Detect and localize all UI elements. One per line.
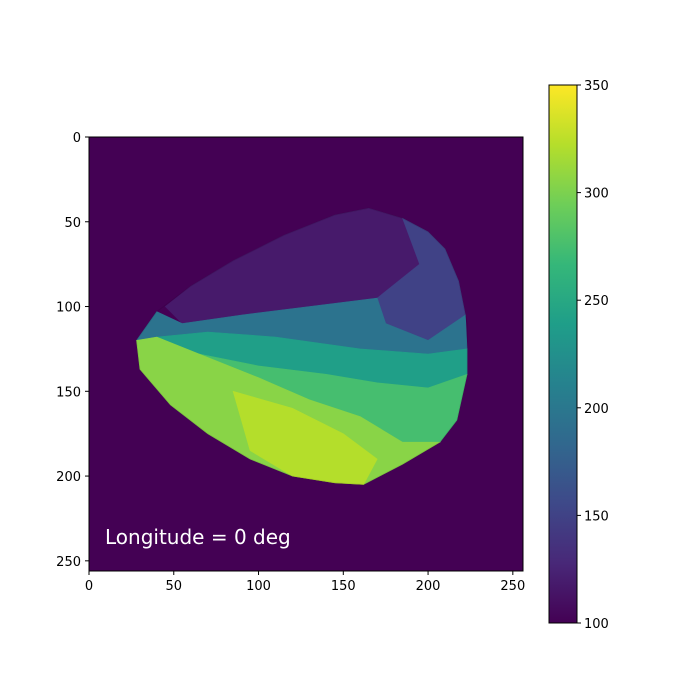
plot-frame — [88, 136, 524, 572]
x-tick-label: 100 — [246, 579, 271, 594]
colorbar-tick-label: 100 — [584, 617, 609, 632]
heatmap-object — [135, 207, 468, 486]
colorbar-tick-label: 300 — [584, 187, 609, 202]
x-tick-label: 0 — [85, 579, 93, 594]
colorbar-tick-label: 250 — [584, 294, 609, 309]
y-tick-label: 250 — [56, 555, 81, 570]
x-tick-label: 200 — [416, 579, 441, 594]
y-tick-label: 200 — [56, 470, 81, 485]
longitude-annotation: Longitude = 0 deg — [105, 525, 291, 549]
colorbar-gradient — [548, 84, 578, 624]
x-tick-label: 250 — [500, 579, 525, 594]
colorbar-tick-label: 350 — [584, 79, 609, 94]
colorbar: 100 150 200 250 300 350 — [548, 79, 609, 632]
y-tick-label: 100 — [56, 301, 81, 316]
x-axis: 0 50 100 150 200 250 — [85, 571, 525, 594]
x-tick-label: 150 — [331, 579, 356, 594]
y-tick-label: 50 — [64, 216, 81, 231]
x-tick-label: 50 — [165, 579, 182, 594]
heatmap-plot: Longitude = 0 deg — [88, 136, 524, 572]
heatmap-region-7 — [232, 390, 378, 485]
colorbar-tick-label: 150 — [584, 509, 609, 524]
y-tick-label: 150 — [56, 385, 81, 400]
object-outline — [135, 207, 468, 486]
y-axis: 0 50 100 150 200 250 — [56, 131, 89, 570]
colorbar-axis: 100 150 200 250 300 350 — [577, 79, 609, 632]
y-tick-label: 0 — [73, 131, 81, 146]
colorbar-tick-label: 200 — [584, 402, 609, 417]
